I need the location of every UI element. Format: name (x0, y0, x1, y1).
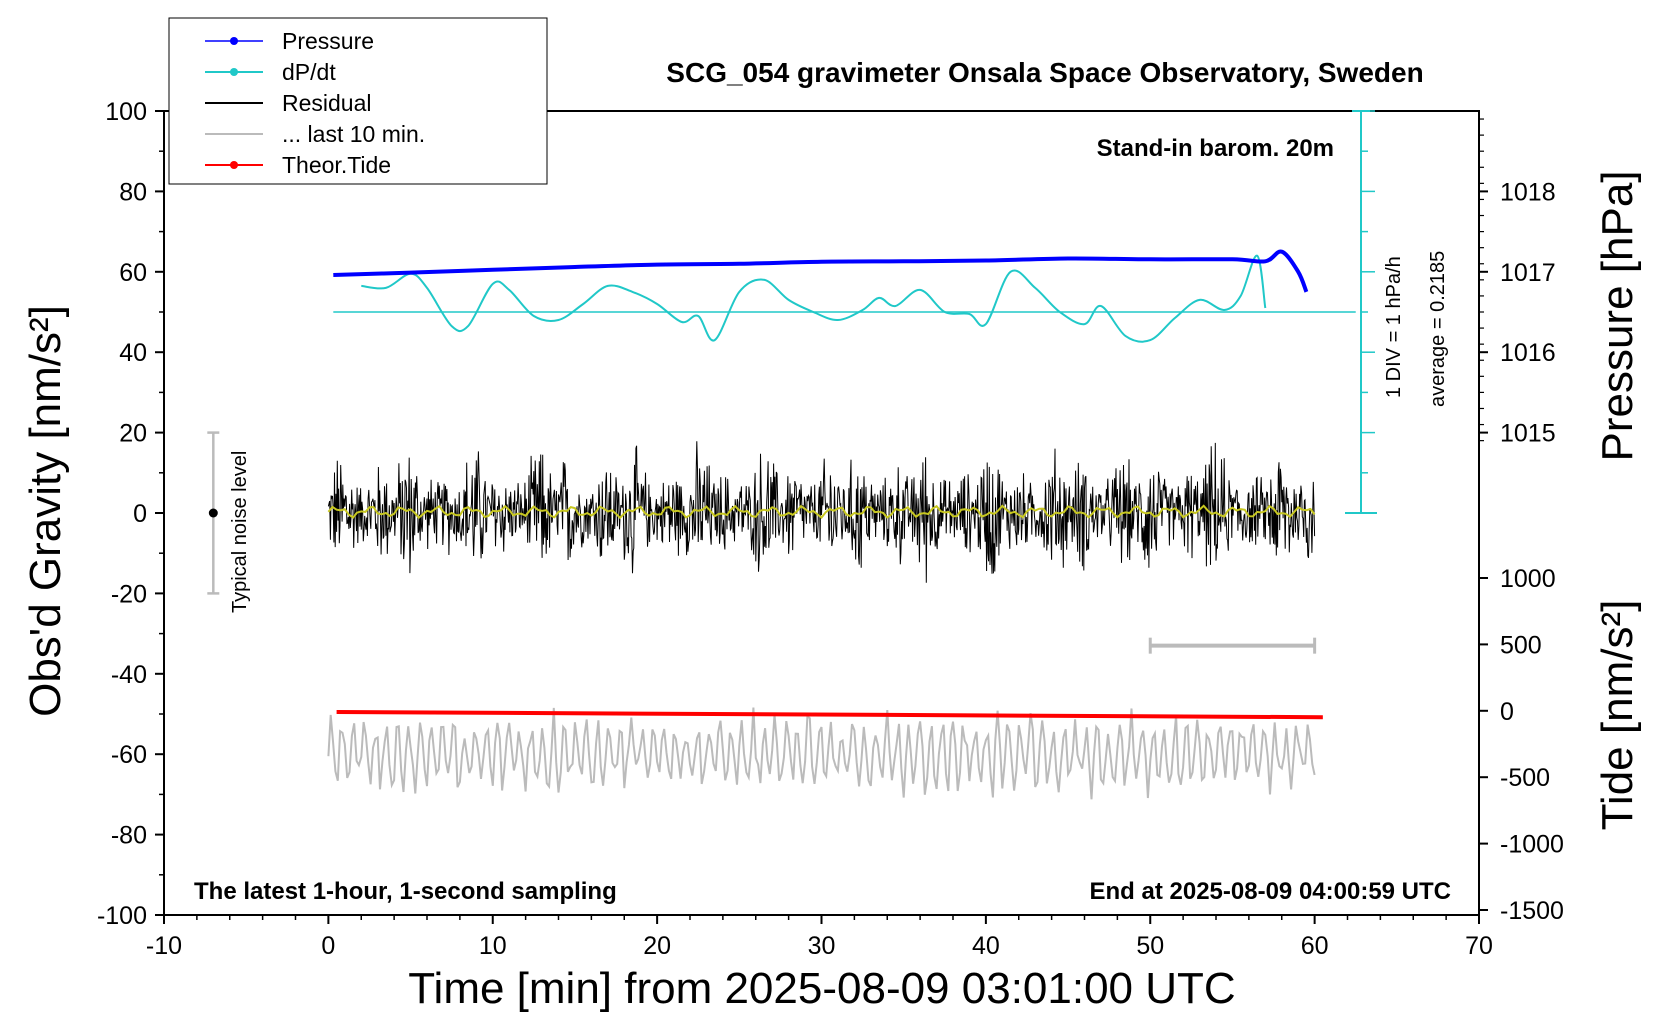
average-note: average = 0.2185 (1427, 251, 1449, 407)
y-tick-label: -100 (97, 902, 147, 930)
pressure-line (333, 249, 1309, 293)
legend-box (168, 17, 548, 185)
x-tick-label: 60 (1301, 932, 1329, 960)
axis-ticks: -10 0 10 20 30 40 50 60 70100806040200-20-40-60-… (97, 98, 1564, 960)
x-tick-label: 30 (808, 932, 836, 960)
x-tick-label: 20 (643, 932, 671, 960)
legend-marker (230, 68, 238, 76)
legend-label: dP/dt (282, 59, 336, 85)
x-tick-label: 40 (972, 932, 1000, 960)
noise-level-center (208, 508, 218, 518)
tide-tick-label: 1000 (1500, 565, 1556, 593)
lower-grey-trace (327, 707, 1316, 800)
residual-mean-line (327, 504, 1316, 520)
pressure-tick-label: 1015 (1500, 420, 1556, 448)
legend: Pressure dP/dt Residual ... last 10 min. The… (168, 17, 548, 185)
residual-line (327, 441, 1316, 583)
chart-title: SCG_054 gravimeter Onsala Space Observat… (666, 57, 1423, 88)
x-tick-label: 0 (321, 932, 335, 960)
legend-label: ... last 10 min. (282, 121, 425, 147)
y-axis-title-pressure: Pressure [hPa] (1593, 170, 1642, 461)
noise-label: Typical noise level (229, 451, 251, 613)
scale-div-note: 1 DIV = 1 hPa/h (1383, 256, 1405, 398)
y-tick-label: -20 (111, 580, 147, 608)
legend-label: Pressure (282, 28, 374, 54)
barometer-note: Stand-in barom. 20m (1097, 135, 1334, 162)
x-axis-title: Time [min] from 2025-08-09 03:01:00 UTC (408, 964, 1235, 1013)
y-tick-label: 40 (119, 339, 147, 367)
x-tick-label: 70 (1465, 932, 1493, 960)
y-axis-title-left: Obs'd Gravity [nm/s²] (21, 305, 70, 717)
pressure-tick-label: 1017 (1500, 259, 1556, 287)
end-time-note: End at 2025-08-09 04:00:59 UTC (1090, 878, 1452, 905)
series-layer (207, 110, 1377, 800)
tide-tick-label: -500 (1500, 764, 1550, 792)
y-tick-label: 0 (133, 500, 147, 528)
pressure-tick-label: 1018 (1500, 178, 1556, 206)
y-tick-label: 100 (105, 98, 147, 126)
dpdt-line (361, 254, 1267, 343)
y-tick-label: -40 (111, 661, 147, 689)
legend-marker (230, 37, 238, 45)
y-tick-label: 20 (119, 420, 147, 448)
legend-label: Theor.Tide (282, 152, 391, 178)
tide-tick-label: 0 (1500, 698, 1514, 726)
x-tick-label: -10 (146, 932, 182, 960)
theor-tide-line (336, 709, 1323, 720)
tide-tick-label: 500 (1500, 631, 1542, 659)
latest-note: The latest 1-hour, 1-second sampling (194, 878, 617, 905)
pressure-tick-label: 1016 (1500, 339, 1556, 367)
tide-tick-label: -1500 (1500, 897, 1564, 925)
y-tick-label: -80 (111, 822, 147, 850)
legend-label: Residual (282, 90, 372, 116)
x-tick-label: 50 (1136, 932, 1164, 960)
x-tick-label: 10 (479, 932, 507, 960)
legend-marker (230, 161, 238, 169)
y-tick-label: 80 (119, 178, 147, 206)
y-tick-label: 60 (119, 259, 147, 287)
tide-tick-label: -1000 (1500, 831, 1564, 859)
y-tick-label: -60 (111, 741, 147, 769)
y-axis-title-tide: Tide [nm/s²] (1593, 600, 1642, 831)
